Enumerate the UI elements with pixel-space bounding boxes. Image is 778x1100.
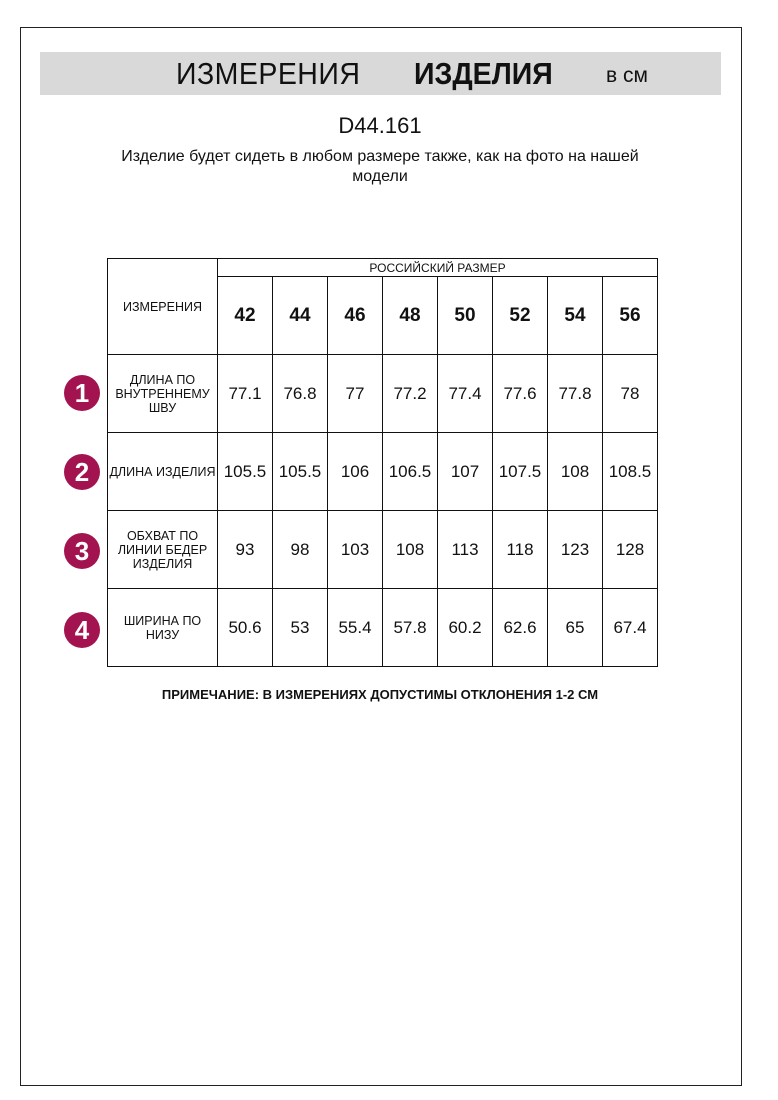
table-cell: 53: [272, 588, 328, 667]
page-frame: [20, 27, 742, 1086]
row-number-badge: 1: [64, 375, 100, 411]
table-cell: 60.2: [437, 588, 493, 667]
table-cell: 77: [327, 354, 383, 433]
table-row: ДЛИНА ИЗДЕЛИЯ 105.5 105.5 106 106.5 107 107.5 1…: [107, 432, 658, 511]
table-cell: 105.5: [217, 432, 273, 511]
size-header: 48: [382, 276, 438, 355]
group-header: РОССИЙСКИЙ РАЗМЕР: [217, 258, 658, 277]
table-cell: 108.5: [602, 432, 658, 511]
size-header: 42: [217, 276, 273, 355]
size-header: 46: [327, 276, 383, 355]
row-label: ШИРИНА ПО НИЗУ: [107, 588, 218, 667]
table-cell: 105.5: [272, 432, 328, 511]
title-regular: ИЗМЕРЕНИЯ: [176, 56, 361, 91]
note: ПРИМЕЧАНИЕ: В ИЗМЕРЕНИЯХ ДОПУСТИМЫ ОТКЛО…: [161, 687, 599, 702]
size-header: 56: [602, 276, 658, 355]
table-cell: 107.5: [492, 432, 548, 511]
size-header: 54: [547, 276, 603, 355]
table-cell: 62.6: [492, 588, 548, 667]
table-cell: 76.8: [272, 354, 328, 433]
table-cell: 55.4: [327, 588, 383, 667]
table-cell: 106: [327, 432, 383, 511]
row-label: ДЛИНА ПО ВНУТРЕННЕМУ ШВУ: [107, 354, 218, 433]
row-number-badge: 4: [64, 612, 100, 648]
table-cell: 128: [602, 510, 658, 589]
table-cell: 77.2: [382, 354, 438, 433]
table-cell: 118: [492, 510, 548, 589]
table-cell: 77.8: [547, 354, 603, 433]
title-bold: ИЗДЕЛИЯ: [414, 56, 553, 91]
table-cell: 107: [437, 432, 493, 511]
row-label: ДЛИНА ИЗДЕЛИЯ: [107, 432, 218, 511]
table-cell: 103: [327, 510, 383, 589]
table-cell: 78: [602, 354, 658, 433]
title-banner: [40, 52, 721, 95]
table-cell: 108: [382, 510, 438, 589]
table-cell: 108: [547, 432, 603, 511]
size-table: ИЗМЕРЕНИЯ РОССИЙСКИЙ РАЗМЕР 42 44 46 48 50 52…: [107, 258, 658, 667]
size-header: 50: [437, 276, 493, 355]
table-cell: 123: [547, 510, 603, 589]
table-cell: 65: [547, 588, 603, 667]
table-cell: 57.8: [382, 588, 438, 667]
table-cell: 98: [272, 510, 328, 589]
row-number-badge: 3: [64, 533, 100, 569]
size-header: 52: [492, 276, 548, 355]
row-number-badge: 2: [64, 454, 100, 490]
product-code: D44.161: [338, 113, 422, 138]
corner-label: ИЗМЕРЕНИЯ: [107, 258, 218, 355]
table-cell: 50.6: [217, 588, 273, 667]
title-unit: в см: [606, 64, 648, 87]
table-row: ОБХВАТ ПО ЛИНИИ БЕДЕР ИЗДЕЛИЯ 93 98 103 108 1…: [107, 510, 658, 589]
table-row: ДЛИНА ПО ВНУТРЕННЕМУ ШВУ 77.1 76.8 77 77.2 77…: [107, 354, 658, 433]
row-label: ОБХВАТ ПО ЛИНИИ БЕДЕР ИЗДЕЛИЯ: [107, 510, 218, 589]
table-row: ШИРИНА ПО НИЗУ 50.6 53 55.4 57.8 60.2 62.6 65 67…: [107, 588, 658, 667]
size-header: 44: [272, 276, 328, 355]
table-cell: 77.6: [492, 354, 548, 433]
subtitle: Изделие будет сидеть в любом размере так…: [121, 148, 639, 185]
table-cell: 77.1: [217, 354, 273, 433]
table-cell: 106.5: [382, 432, 438, 511]
table-cell: 113: [437, 510, 493, 589]
table-cell: 93: [217, 510, 273, 589]
table-cell: 77.4: [437, 354, 493, 433]
table-cell: 67.4: [602, 588, 658, 667]
